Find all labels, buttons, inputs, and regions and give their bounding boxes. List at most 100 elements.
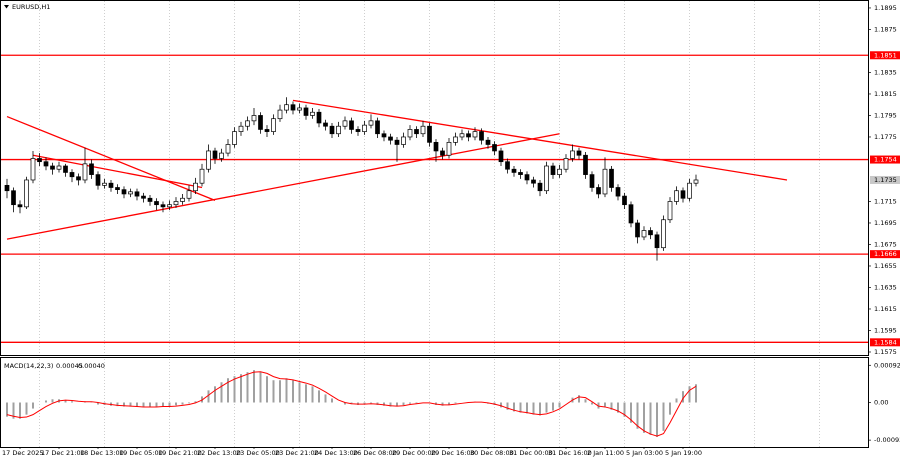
macd-bar [188, 403, 190, 404]
x-tick-label: 26 Dec 08:00 [353, 449, 397, 457]
x-tick-label: 5 Jan 19:00 [665, 449, 702, 457]
candle-body [558, 169, 562, 174]
candle-body [291, 105, 295, 110]
macd-bar [182, 403, 184, 405]
candle-body [31, 158, 35, 180]
candle-body [259, 115, 263, 129]
macd-bar [520, 403, 522, 413]
x-tick-label: 19 Dec 05:00 [119, 449, 163, 457]
macd-bar [45, 400, 47, 402]
candle-body [252, 115, 256, 120]
candle-body [382, 134, 386, 137]
symbol-label: EURUSD,H1 [12, 3, 50, 11]
y-tick-label: 1.1815 [874, 90, 897, 98]
candle-body [655, 235, 659, 248]
candle-body [304, 108, 308, 116]
macd-bar [162, 403, 164, 407]
macd-y-tick-label: -0.00093 [874, 436, 900, 444]
y-tick-label: 1.1615 [874, 305, 897, 313]
y-tick-label: 1.1675 [874, 240, 897, 248]
macd-bar [253, 370, 255, 402]
candle-body [610, 169, 614, 187]
macd-bar [240, 374, 242, 402]
candle-body [441, 151, 445, 155]
candle-body [343, 121, 347, 126]
candle-body [493, 144, 497, 150]
y-tick-label: 1.1835 [874, 68, 897, 76]
candle-body [96, 175, 100, 186]
candle-body [278, 110, 282, 119]
candle-body [519, 172, 523, 174]
macd-title: MACD(14,22,3) [4, 362, 53, 370]
macd-bar [643, 403, 645, 433]
candle-body [129, 192, 133, 194]
x-tick-label: 23 Dec 05:00 [236, 449, 280, 457]
macd-bar [52, 399, 54, 402]
candle-body [285, 105, 289, 110]
candle-body [83, 164, 87, 180]
candle-body [402, 137, 406, 145]
candle-body [350, 121, 354, 130]
y-tick-label: 1.1775 [874, 133, 897, 141]
macd-bar [318, 390, 320, 402]
macd-bar [403, 403, 405, 406]
macd-bar [312, 386, 314, 402]
candle-body [369, 121, 373, 125]
candle-body [12, 191, 16, 205]
candle-body [239, 126, 243, 131]
macd-bar [149, 403, 151, 407]
macd-bar [266, 376, 268, 402]
macd-bar [409, 403, 411, 404]
candle-body [220, 153, 224, 158]
candle-body [434, 142, 438, 151]
candle-body [597, 187, 601, 193]
macd-bar [156, 403, 158, 407]
macd-bar [526, 403, 528, 414]
y-tick-label: 1.1655 [874, 262, 897, 270]
candle-body [25, 180, 29, 207]
level-label: 1.1851 [874, 51, 897, 59]
macd-bar [305, 384, 307, 402]
y-tick-label: 1.1595 [874, 326, 897, 334]
candle-body [506, 162, 510, 170]
candle-body [324, 123, 328, 126]
macd-bar [331, 398, 333, 402]
candle-body [532, 180, 536, 183]
macd-bar [234, 376, 236, 402]
y-tick-label: 1.1715 [874, 197, 897, 205]
macd-bar [169, 403, 171, 407]
macd-bar [533, 403, 535, 415]
candle-body [5, 185, 9, 190]
candle-body [662, 220, 666, 248]
macd-bar [71, 401, 73, 402]
candle-body [337, 126, 341, 134]
candle-body [467, 134, 471, 137]
macd-bar [546, 403, 548, 413]
x-tick-label: 17 Dec 21:00 [41, 449, 85, 457]
macd-bar [279, 380, 281, 402]
candle-body [415, 129, 419, 133]
level-label: 1.1584 [874, 338, 897, 346]
x-tick-label: 31 Dec 00:00 [509, 449, 553, 457]
macd-bar [32, 403, 34, 409]
candle-body [649, 231, 653, 235]
candle-body [623, 196, 627, 205]
candle-body [200, 169, 204, 183]
y-tick-label: 1.1635 [874, 283, 897, 291]
macd-bar [364, 403, 366, 404]
candle-body [688, 183, 692, 198]
macd-bar [26, 403, 28, 415]
candle-body [421, 126, 425, 134]
candle-body [44, 162, 48, 166]
candle-body [545, 166, 549, 191]
x-tick-label: 31 Dec 16:00 [548, 449, 592, 457]
candle-body [584, 155, 588, 174]
candle-body [207, 151, 211, 169]
candle-body [57, 166, 61, 169]
candle-body [38, 158, 42, 161]
macd-y-tick-label: 0.00092 [874, 361, 900, 369]
level-label: 1.1666 [874, 250, 897, 258]
macd-bar [689, 386, 691, 402]
candle-body [77, 177, 81, 180]
